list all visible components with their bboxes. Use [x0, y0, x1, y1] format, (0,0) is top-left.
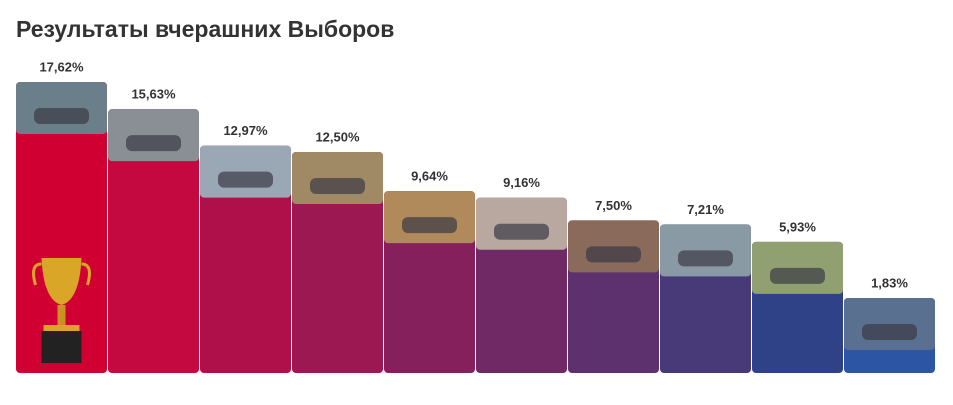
- bar-photo-car: [402, 217, 457, 234]
- bar: [200, 145, 291, 373]
- value-label: 9,64%: [411, 169, 448, 184]
- value-label: 12,97%: [223, 123, 268, 138]
- bar-photo-car: [34, 107, 89, 124]
- bar: [108, 109, 199, 373]
- bar: [16, 81, 107, 373]
- bar-photo-car: [862, 323, 917, 340]
- bar-photo-car: [678, 250, 733, 267]
- bar-photo-car: [586, 246, 641, 263]
- value-label: 1,83%: [871, 275, 908, 290]
- trophy-cup: [41, 258, 82, 305]
- value-label: 12,50%: [315, 129, 360, 144]
- value-label: 7,21%: [687, 202, 724, 217]
- bar-photo-car: [310, 178, 365, 194]
- trophy-stem: [57, 305, 66, 325]
- value-label: 15,63%: [131, 87, 176, 102]
- bar-photo-car: [218, 171, 273, 188]
- bar-photo-car: [770, 267, 825, 284]
- trophy-base: [43, 325, 80, 331]
- bar-photo-car: [126, 135, 181, 152]
- value-label: 17,62%: [39, 59, 84, 74]
- value-label: 7,50%: [595, 198, 632, 213]
- chart-title: Результаты вчерашних Выборов: [16, 16, 394, 42]
- trophy-handles: [32, 262, 91, 286]
- bar-photo: [660, 224, 751, 277]
- bar: [292, 152, 383, 373]
- value-label: 5,93%: [779, 219, 816, 234]
- value-label: 9,16%: [503, 175, 540, 190]
- trophy-stand: [41, 331, 82, 363]
- bar-photo-car: [494, 223, 549, 240]
